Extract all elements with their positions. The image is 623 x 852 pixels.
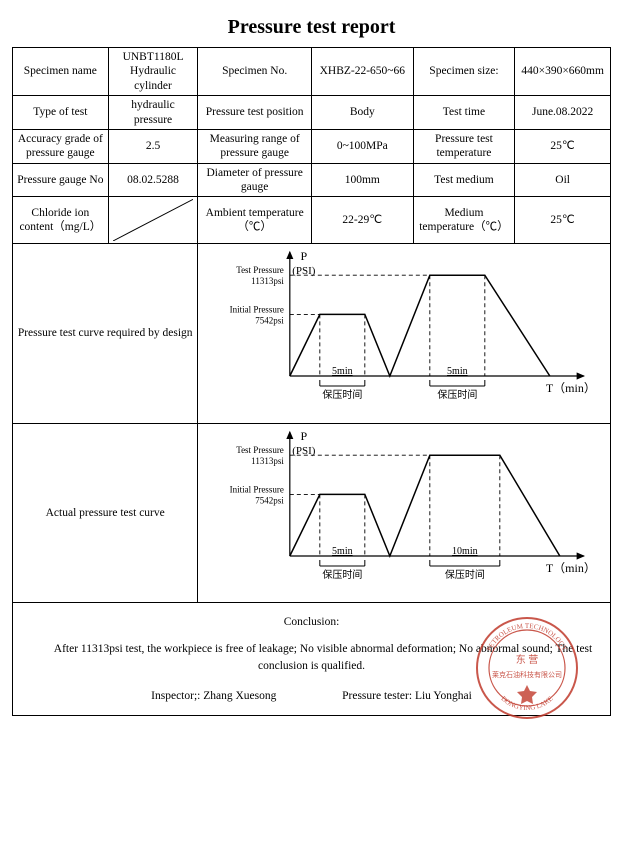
- table-cell: Pressure gauge No: [13, 163, 109, 197]
- table-cell: Specimen No.: [198, 48, 312, 96]
- table-cell: Oil: [515, 163, 611, 197]
- table-cell: Body: [311, 96, 413, 130]
- table-cell: Test medium: [413, 163, 515, 197]
- svg-text:7542psi: 7542psi: [256, 316, 285, 326]
- tester-label: Pressure tester: Liu Yonghai: [342, 690, 472, 702]
- svg-text:保压时间: 保压时间: [323, 568, 363, 581]
- report-title: Pressure test report: [12, 16, 611, 39]
- svg-text:保压时间: 保压时间: [445, 568, 485, 581]
- table-cell: [108, 197, 198, 244]
- table-cell: Pressure test temperature: [413, 129, 515, 163]
- table-cell: 2.5: [108, 129, 198, 163]
- table-cell: June.08.2022: [515, 96, 611, 130]
- svg-text:Test Pressure: Test Pressure: [237, 445, 285, 455]
- pressure-chart: P(PSI)T（min）Test Pressure11313psiInitial…: [202, 426, 606, 596]
- table-cell: 25℃: [515, 197, 611, 244]
- chart-cell: P(PSI)T（min）Test Pressure11313psiInitial…: [198, 244, 611, 423]
- table-cell: Measuring range of pressure gauge: [198, 129, 312, 163]
- svg-text:Initial Pressure: Initial Pressure: [230, 305, 284, 315]
- svg-text:保压时间: 保压时间: [323, 388, 363, 401]
- svg-text:11313psi: 11313psi: [252, 456, 285, 466]
- table-cell: Specimen size:: [413, 48, 515, 96]
- table-cell: XHBZ-22-650~66: [311, 48, 413, 96]
- conclusion-heading: Conclusion:: [17, 615, 606, 629]
- inspector-label: Inspector;: Zhang Xuesong: [151, 690, 276, 702]
- report-table: Specimen nameUNBT1180L Hydraulic cylinde…: [12, 47, 611, 716]
- svg-text:5min: 5min: [332, 546, 353, 557]
- table-cell: Ambient temperature（℃）: [198, 197, 312, 244]
- svg-text:7542psi: 7542psi: [256, 495, 285, 505]
- svg-text:T（min）: T（min）: [546, 561, 596, 575]
- table-cell: Medium temperature（℃）: [413, 197, 515, 244]
- table-cell: 440×390×660mm: [515, 48, 611, 96]
- table-cell: 08.02.5288: [108, 163, 198, 197]
- svg-text:5min: 5min: [332, 366, 353, 377]
- svg-text:T（min）: T（min）: [546, 381, 596, 395]
- table-cell: UNBT1180L Hydraulic cylinder: [108, 48, 198, 96]
- table-cell: Type of test: [13, 96, 109, 130]
- svg-text:P: P: [301, 429, 308, 443]
- table-cell: Diameter of pressure gauge: [198, 163, 312, 197]
- svg-text:Test Pressure: Test Pressure: [237, 266, 285, 276]
- chart-label: Pressure test curve required by design: [13, 244, 198, 423]
- chart-label: Actual pressure test curve: [13, 423, 198, 602]
- svg-text:10min: 10min: [452, 546, 478, 557]
- table-cell: 100mm: [311, 163, 413, 197]
- table-cell: 22-29℃: [311, 197, 413, 244]
- table-cell: hydraulic pressure: [108, 96, 198, 130]
- table-cell: 0~100MPa: [311, 129, 413, 163]
- svg-text:Initial Pressure: Initial Pressure: [230, 484, 284, 494]
- table-cell: 25℃: [515, 129, 611, 163]
- table-cell: Specimen name: [13, 48, 109, 96]
- table-cell: Chloride ion content（mg/L）: [13, 197, 109, 244]
- table-cell: Accuracy grade of pressure gauge: [13, 129, 109, 163]
- pressure-chart: P(PSI)T（min）Test Pressure11313psiInitial…: [202, 246, 606, 416]
- svg-text:保压时间: 保压时间: [438, 388, 478, 401]
- svg-text:11313psi: 11313psi: [252, 277, 285, 287]
- conclusion-cell: Conclusion: After 11313psi test, the wor…: [13, 603, 611, 716]
- svg-text:P: P: [301, 249, 308, 263]
- table-cell: Pressure test position: [198, 96, 312, 130]
- table-cell: Test time: [413, 96, 515, 130]
- chart-cell: P(PSI)T（min）Test Pressure11313psiInitial…: [198, 423, 611, 602]
- svg-text:5min: 5min: [447, 366, 468, 377]
- conclusion-body: After 11313psi test, the workpiece is fr…: [17, 641, 606, 676]
